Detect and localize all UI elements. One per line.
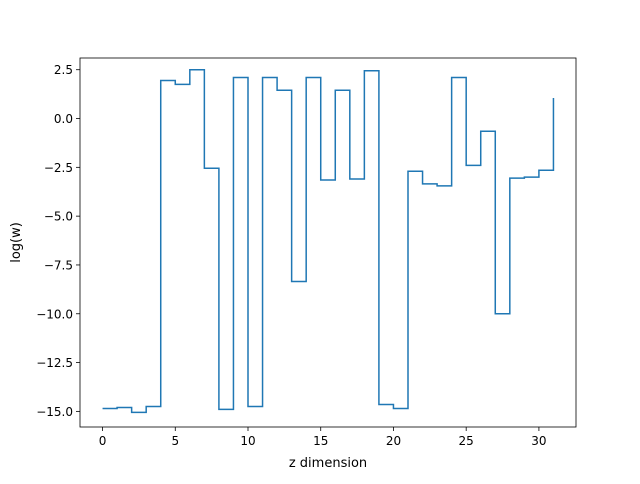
y-tick-label: 2.5 bbox=[54, 63, 73, 77]
series-line bbox=[102, 68, 555, 414]
x-axis-label: z dimension bbox=[289, 456, 367, 471]
y-tick-label: −5.0 bbox=[44, 210, 73, 224]
y-tick-label: −10.0 bbox=[36, 307, 73, 321]
y-tick-label: −2.5 bbox=[44, 161, 73, 175]
y-tick-label: −15.0 bbox=[36, 405, 73, 419]
y-tick-label: −12.5 bbox=[36, 356, 73, 370]
x-axis: 0 5 10 15 20 25 30 bbox=[99, 427, 547, 448]
plot-area bbox=[79, 57, 577, 428]
y-axis-label: log(w) bbox=[9, 222, 24, 263]
x-tick-label: 10 bbox=[240, 434, 255, 448]
y-axis: 2.5 0.0 −2.5 −5.0 −7.5 −10.0 −12.5 −15.0 bbox=[36, 63, 80, 419]
x-tick-label: 20 bbox=[386, 434, 401, 448]
x-tick-label: 5 bbox=[171, 434, 179, 448]
x-tick-label: 15 bbox=[313, 434, 328, 448]
y-tick-label: 0.0 bbox=[54, 112, 73, 126]
series-layer bbox=[102, 68, 555, 414]
y-tick-label: −7.5 bbox=[44, 258, 73, 272]
x-tick-label: 0 bbox=[99, 434, 107, 448]
x-tick-label: 25 bbox=[459, 434, 474, 448]
x-tick-label: 30 bbox=[531, 434, 546, 448]
